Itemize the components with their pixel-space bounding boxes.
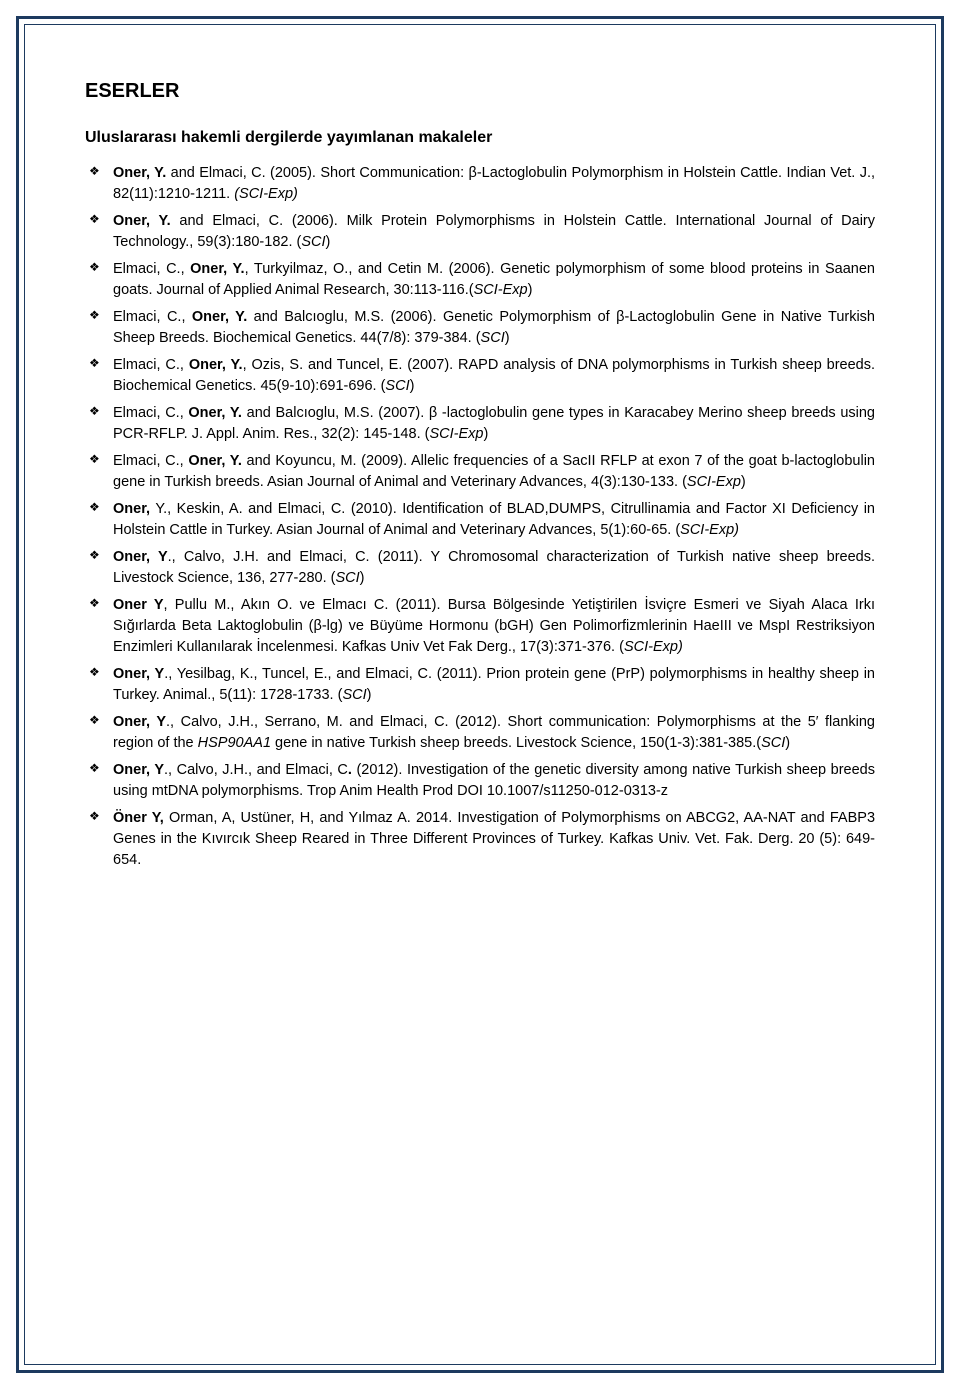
reference-item: Elmaci, C., Oner, Y. and Koyuncu, M. (20… [85,451,875,493]
reference-text: SCI [301,234,325,250]
reference-item: Oner Y, Pullu M., Akın O. ve Elmacı C. (… [85,595,875,658]
reference-text: SCI-Exp [474,282,528,298]
reference-text: ) [483,426,488,442]
reference-text: Elmaci, C., [113,405,188,421]
reference-text: SCI-Exp [687,474,741,490]
reference-text: ) [785,735,790,751]
reference-item: Elmaci, C., Oner, Y. and Balcıoglu, M.S.… [85,307,875,349]
reference-text: Elmaci, C., [113,309,192,325]
reference-text: SCI-Exp) [680,522,739,538]
reference-text: HSP90AA1 [198,735,271,751]
reference-item: Öner Y, Orman, A, Ustüner, H, and Yılmaz… [85,808,875,871]
reference-text: SCI [761,735,785,751]
reference-item: Oner, Y. and Elmaci, C. (2006). Milk Pro… [85,211,875,253]
reference-item: Oner, Y., Calvo, J.H., Serrano, M. and E… [85,712,875,754]
reference-text: ) [367,687,372,703]
reference-text: SCI [335,570,359,586]
reference-text: ) [741,474,746,490]
reference-item: Oner, Y., Calvo, J.H. and Elmaci, C. (20… [85,547,875,589]
reference-text: ., Calvo, J.H., and Elmaci, C [164,762,348,778]
reference-text: and Elmaci, C. (2006). Milk Protein Poly… [113,213,875,250]
reference-text: Y., Keskin, A. and Elmaci, C. (2010). Id… [113,501,875,538]
reference-item: Oner, Y. and Elmaci, C. (2005). Short Co… [85,163,875,205]
reference-text: ) [410,378,415,394]
reference-text: Oner, Y. [113,213,171,229]
reference-item: Elmaci, C., Oner, Y., Ozis, S. and Tunce… [85,355,875,397]
reference-text: SCI-Exp) [624,639,683,655]
reference-text: ., Calvo, J.H. and Elmaci, C. (2011). Y … [113,549,875,586]
reference-text: Oner, Y [113,714,166,730]
reference-text: SCI [342,687,366,703]
reference-text: Elmaci, C., [113,261,190,277]
reference-item: Elmaci, C., Oner, Y., Turkyilmaz, O., an… [85,259,875,301]
reference-text: SCI [385,378,409,394]
reference-text: , Pullu M., Akın O. ve Elmacı C. (2011).… [113,597,875,655]
reference-text: ., Yesilbag, K., Tuncel, E., and Elmaci,… [113,666,875,703]
reference-text: Öner Y, [113,810,164,826]
subsection-title: Uluslararası hakemli dergilerde yayımlan… [85,129,875,147]
reference-text: SCI-Exp [429,426,483,442]
reference-text: Orman, A, Ustüner, H, and Yılmaz A. 2014… [113,810,875,868]
reference-text: Oner, Y. [113,165,166,181]
reference-text: Oner, Y. [192,309,247,325]
reference-list: Oner, Y. and Elmaci, C. (2005). Short Co… [85,163,875,871]
reference-text: Oner, Y. [188,405,242,421]
reference-text: SCI [481,330,505,346]
reference-text: ) [326,234,331,250]
reference-text: Oner, Y [113,762,164,778]
reference-item: Oner, Y., Yesilbag, K., Tuncel, E., and … [85,664,875,706]
reference-text: Oner, Y. [190,261,244,277]
reference-item: Oner, Y., Calvo, J.H., and Elmaci, C. (2… [85,760,875,802]
page-content: ESERLER Uluslararası hakemli dergilerde … [85,80,875,877]
reference-text: (SCI-Exp) [234,186,298,202]
reference-text: ) [505,330,510,346]
reference-text: Oner, [113,501,150,517]
reference-text: ) [360,570,365,586]
reference-text: and Elmaci, C. (2005). Short Communicati… [113,165,875,202]
reference-item: Elmaci, C., Oner, Y. and Balcıoglu, M.S.… [85,403,875,445]
reference-text: Oner, Y. [189,357,243,373]
reference-text: gene in native Turkish sheep breeds. Liv… [271,735,761,751]
reference-text: Elmaci, C., [113,453,188,469]
reference-text: Oner, Y. [188,453,242,469]
reference-item: Oner, Y., Keskin, A. and Elmaci, C. (201… [85,499,875,541]
reference-text: Oner, Y [113,666,164,682]
reference-text: Elmaci, C., [113,357,189,373]
reference-text: ) [528,282,533,298]
reference-text: Oner, Y [113,549,168,565]
section-title: ESERLER [85,80,875,103]
reference-text: Oner Y [113,597,164,613]
